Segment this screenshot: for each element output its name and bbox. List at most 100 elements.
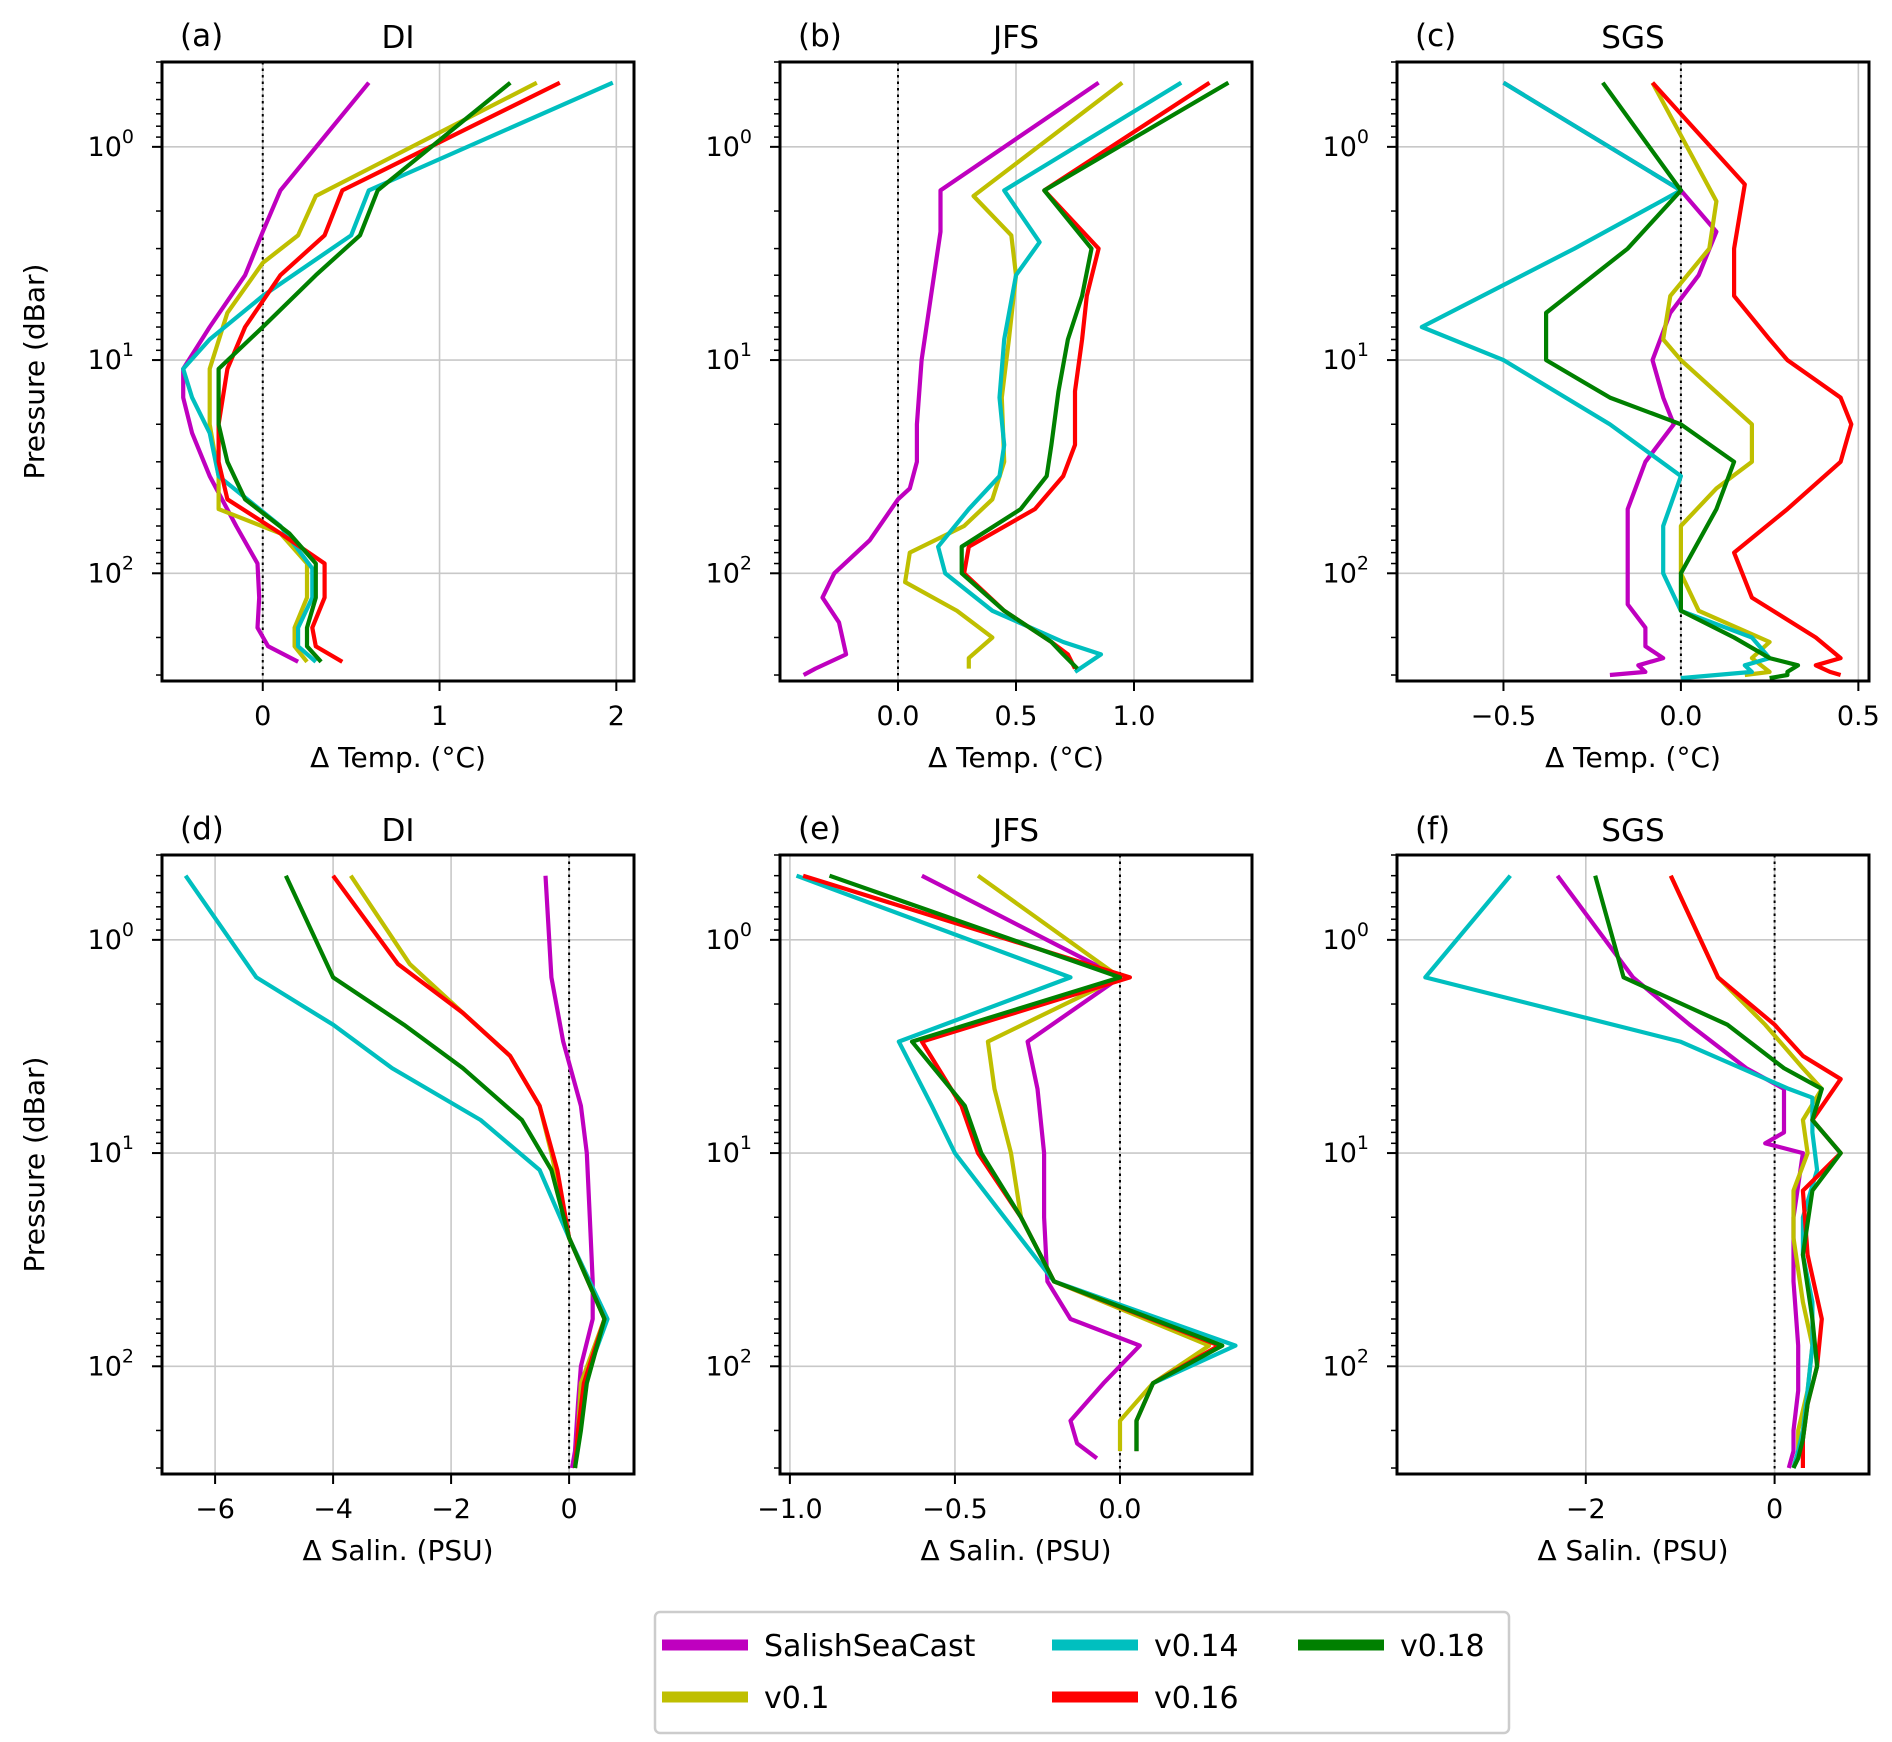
series-line-v0.18 bbox=[959, 80, 1230, 671]
panel-5: −2 0 100 101 102 SGS (f) Δ Salin. (PSU) bbox=[1323, 811, 1871, 1567]
series-line-v0.1 bbox=[349, 874, 607, 1469]
x-tick-label: −4 bbox=[313, 1494, 353, 1525]
x-tick-label: −6 bbox=[195, 1494, 235, 1525]
series-line-SalishSeaCast bbox=[920, 873, 1142, 1460]
x-tick-label: −1.0 bbox=[757, 1494, 823, 1525]
panel-3: −6 −4 −2 0 100 101 102 DI (d) Δ Salin. (PSU) Press… bbox=[18, 811, 636, 1567]
x-axis-label: Δ Temp. (°C) bbox=[310, 741, 486, 774]
y-tick-label: 101 bbox=[88, 1132, 134, 1169]
y-tick-label: 101 bbox=[706, 339, 752, 376]
panel-title: DI bbox=[381, 813, 414, 849]
legend-label: v0.18 bbox=[1400, 1629, 1485, 1664]
panel-label: (a) bbox=[180, 18, 223, 54]
legend-label: v0.14 bbox=[1154, 1629, 1239, 1664]
y-tick-label: 100 bbox=[1323, 919, 1369, 956]
series-line-v0.14 bbox=[795, 873, 1238, 1452]
x-tick-label: 0 bbox=[254, 701, 271, 732]
panel-title: SGS bbox=[1601, 20, 1664, 56]
x-tick-label: 0 bbox=[561, 1494, 578, 1525]
x-tick-label: 0.5 bbox=[1837, 701, 1880, 732]
y-tick-label: 102 bbox=[1323, 552, 1369, 589]
x-tick-label: −0.5 bbox=[1471, 701, 1537, 732]
series-line-SalishSeaCast bbox=[1555, 874, 1806, 1469]
series-line-v0.18 bbox=[283, 874, 607, 1469]
y-axis-label: Pressure (dBar) bbox=[18, 1057, 51, 1273]
legend-item-v0.18: v0.18 bbox=[1298, 1629, 1485, 1664]
panel-title: SGS bbox=[1601, 813, 1664, 849]
series-line-v0.18 bbox=[828, 873, 1225, 1452]
panel-0: 0 1 2 100 101 102 DI (a) Δ Temp. (°C) Pressure (d… bbox=[18, 18, 636, 774]
x-tick-label: 0.5 bbox=[995, 701, 1038, 732]
y-tick-label: 102 bbox=[88, 1345, 134, 1382]
legend: SalishSeaCast v0.1 v0.14 v0.16 v0.18 bbox=[653, 1610, 1511, 1735]
x-axis-label: Δ Salin. (PSU) bbox=[1537, 1534, 1728, 1567]
series-line-v0.14 bbox=[935, 80, 1183, 674]
series-line-v0.1 bbox=[1668, 874, 1824, 1469]
series-line-v0.18 bbox=[1593, 875, 1843, 1469]
x-tick-label: 0.0 bbox=[1659, 701, 1702, 732]
legend-label: v0.16 bbox=[1154, 1681, 1239, 1716]
axes-frame bbox=[1395, 60, 1871, 683]
axes-frame bbox=[160, 60, 636, 683]
y-tick-label: 102 bbox=[706, 552, 752, 589]
x-tick-label: −0.5 bbox=[922, 1494, 988, 1525]
series-line-v0.14 bbox=[1419, 80, 1772, 681]
panels: 0 1 2 100 101 102 DI (a) Δ Temp. (°C) Pressure (d… bbox=[18, 18, 1880, 1567]
axes-frame bbox=[1395, 853, 1871, 1476]
panel-1: 0.0 0.5 1.0 100 101 102 JFS (b) Δ Temp. (°C) bbox=[706, 18, 1254, 774]
panel-2: −0.5 0.0 0.5 100 101 102 SGS (c) Δ Temp. (°C) bbox=[1323, 18, 1880, 774]
x-tick-label: 0 bbox=[1766, 1494, 1783, 1525]
series-line-v0.1 bbox=[902, 81, 1124, 669]
legend-item-v0.16: v0.16 bbox=[1052, 1681, 1239, 1716]
y-tick-label: 101 bbox=[1323, 1132, 1369, 1169]
y-axis-label: Pressure (dBar) bbox=[18, 264, 51, 480]
panel-title: JFS bbox=[991, 20, 1039, 56]
panel-title: JFS bbox=[991, 813, 1039, 849]
legend-item-v0.1: v0.1 bbox=[662, 1681, 829, 1716]
panel-title: DI bbox=[381, 20, 414, 56]
panel-4: −1.0 −0.5 0.0 100 101 102 JFS (e) Δ Salin. (PSU) bbox=[706, 811, 1254, 1567]
series-line-v0.16 bbox=[331, 874, 607, 1469]
y-tick-label: 102 bbox=[88, 552, 134, 589]
y-tick-label: 100 bbox=[88, 919, 134, 956]
x-axis-label: Δ Salin. (PSU) bbox=[302, 1534, 493, 1567]
series-line-v0.14 bbox=[181, 80, 614, 664]
y-tick-label: 101 bbox=[1323, 339, 1369, 376]
y-tick-label: 100 bbox=[1323, 126, 1369, 163]
x-tick-label: 2 bbox=[608, 701, 625, 732]
x-tick-label: −2 bbox=[431, 1494, 471, 1525]
panel-label: (c) bbox=[1415, 18, 1456, 54]
legend-box bbox=[653, 1610, 1511, 1735]
axes-frame bbox=[778, 853, 1254, 1476]
legend-item-SalishSeaCast: SalishSeaCast bbox=[662, 1629, 976, 1664]
legend-label: v0.1 bbox=[764, 1681, 829, 1716]
series-line-SalishSeaCast bbox=[1502, 80, 1719, 678]
x-axis-label: Δ Salin. (PSU) bbox=[920, 1534, 1111, 1567]
series-line-v0.18 bbox=[1543, 81, 1801, 681]
y-tick-label: 101 bbox=[706, 1132, 752, 1169]
x-axis-label: Δ Temp. (°C) bbox=[928, 741, 1104, 774]
x-axis-label: Δ Temp. (°C) bbox=[1545, 741, 1721, 774]
y-tick-label: 100 bbox=[88, 126, 134, 163]
y-tick-label: 100 bbox=[706, 919, 752, 956]
legend-item-v0.14: v0.14 bbox=[1052, 1629, 1239, 1664]
x-tick-label: −2 bbox=[1566, 1494, 1606, 1525]
y-tick-label: 100 bbox=[706, 126, 752, 163]
y-tick-label: 102 bbox=[1323, 1345, 1369, 1382]
x-tick-label: 1.0 bbox=[1113, 701, 1156, 732]
x-tick-label: 1 bbox=[431, 701, 448, 732]
panel-label: (e) bbox=[798, 811, 841, 847]
series-line-v0.16 bbox=[1650, 81, 1854, 678]
y-tick-label: 101 bbox=[88, 339, 134, 376]
x-tick-label: 0.0 bbox=[1098, 1494, 1141, 1525]
panel-label: (d) bbox=[180, 811, 224, 847]
series-line-v0.18 bbox=[216, 81, 512, 664]
panel-label: (b) bbox=[798, 18, 842, 54]
series-line-v0.16 bbox=[216, 80, 561, 664]
y-tick-label: 102 bbox=[706, 1345, 752, 1382]
series-line-SalishSeaCast bbox=[802, 80, 1100, 677]
axes-frame bbox=[160, 853, 636, 1476]
panel-label: (f) bbox=[1415, 811, 1450, 847]
series-line-SalishSeaCast bbox=[181, 81, 371, 664]
